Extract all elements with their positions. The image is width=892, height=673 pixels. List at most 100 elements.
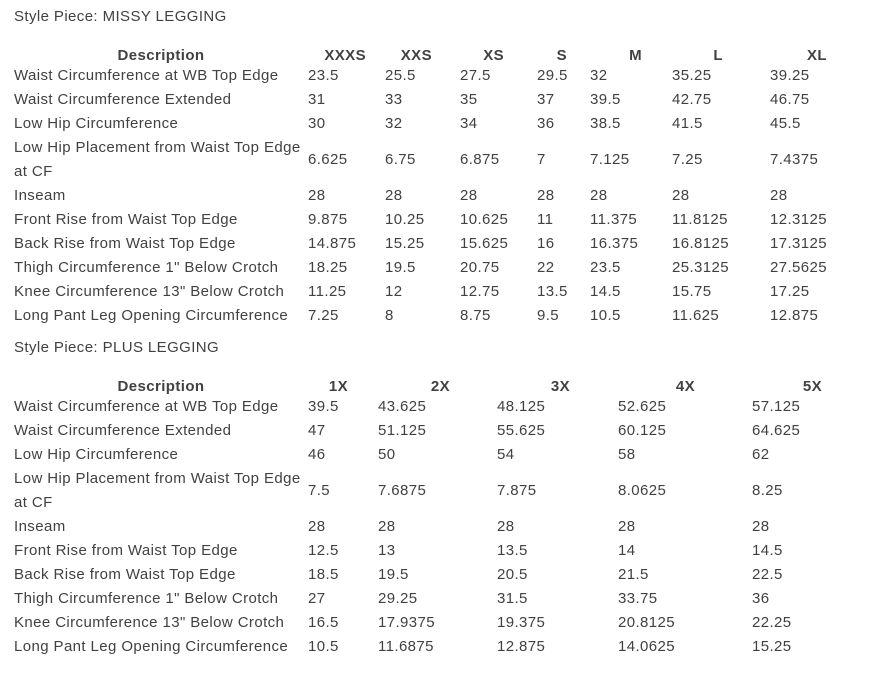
measurement-value: 7.25 [308,307,339,324]
measurement-value: 29.25 [378,590,418,607]
measurement-value: 23.5 [308,67,339,84]
measurement-value: 28 [385,187,403,204]
measurement-label: Low Hip Placement from Waist Top Edge at… [14,139,301,180]
measurement-row: Front Rise from Waist Top Edge 9.875 10.25… [14,208,878,232]
measurement-value: 35.25 [672,67,712,84]
size-column-header: 4X [675,378,695,395]
measurement-value: 17.3125 [770,235,828,252]
measurement-value: 7.875 [497,482,537,499]
measurement-value: 11.375 [590,211,638,228]
size-table: Description 1X 2X 3X 4X 5X Waist Circumferen… [14,371,878,659]
measurement-label: Waist Circumference at WB Top Edge [14,67,279,84]
size-table-head: Description 1X 2X 3X 4X 5X [14,371,878,395]
measurement-label: Back Rise from Waist Top Edge [14,566,236,583]
measurement-value: 11.8125 [672,211,728,228]
measurement-value: 28 [770,187,788,204]
measurement-value: 46.75 [770,91,810,108]
measurement-value: 14.5 [590,283,621,300]
measurement-value: 28 [590,187,608,204]
measurement-value: 57.125 [752,398,801,415]
measurement-label: Waist Circumference at WB Top Edge [14,398,279,415]
measurement-row: Thigh Circumference 1" Below Crotch 18.25… [14,256,878,280]
measurement-value: 55.625 [497,422,546,439]
measurement-label: Front Rise from Waist Top Edge [14,211,238,228]
measurement-value: 16.5 [308,614,339,631]
measurement-label: Waist Circumference Extended [14,91,232,108]
measurement-value: 12.75 [460,283,500,300]
measurement-row: Inseam 28 28 28 28 28 [14,515,878,539]
size-column-header: L [713,47,723,64]
measurement-value: 27.5 [460,67,491,84]
measurement-value: 22.5 [752,566,783,583]
measurement-value: 23.5 [590,259,621,276]
style-piece-title: Style Piece: MISSY LEGGING [14,8,227,25]
measurement-row: Back Rise from Waist Top Edge 14.875 15.25… [14,232,878,256]
size-column-header: XS [483,47,504,64]
measurement-value: 22 [537,259,555,276]
measurement-value: 30 [308,115,326,132]
measurement-value: 21.5 [618,566,649,583]
size-column-header: XL [807,47,827,64]
measurement-value: 25.3125 [672,259,730,276]
measurement-value: 10.5 [590,307,621,324]
measurement-value: 7.125 [590,151,630,168]
measurement-value: 15.25 [752,638,792,655]
size-chart-page: Style Piece: MISSY LEGGING Description X… [14,7,878,659]
measurement-value: 58 [618,446,636,463]
description-column-header: Description [117,47,205,64]
measurement-value: 45.5 [770,115,801,132]
measurement-row: Low Hip Circumference 46 50 54 58 62 [14,443,878,467]
measurement-value: 64.625 [752,422,801,439]
measurement-value: 29.5 [537,67,568,84]
measurement-value: 12.3125 [770,211,828,228]
measurement-value: 33.75 [618,590,658,607]
measurement-value: 11.625 [672,307,720,324]
measurement-value: 6.625 [308,151,348,168]
measurement-value: 6.875 [460,151,500,168]
measurement-value: 17.25 [770,283,810,300]
measurement-row: Knee Circumference 13" Below Crotch 11.25… [14,280,878,304]
measurement-value: 18.25 [308,259,348,276]
measurement-value: 19.375 [497,614,546,631]
measurement-value: 32 [590,67,608,84]
measurement-value: 10.5 [308,638,339,655]
measurement-value: 9.5 [537,307,560,324]
measurement-value: 34 [460,115,478,132]
measurement-value: 27 [308,590,326,607]
measurement-label: Back Rise from Waist Top Edge [14,235,236,252]
measurement-value: 28 [497,518,515,535]
measurement-value: 36 [537,115,555,132]
measurement-label: Long Pant Leg Opening Circumference [14,307,289,324]
measurement-label: Front Rise from Waist Top Edge [14,542,238,559]
measurement-value: 28 [537,187,555,204]
measurement-value: 28 [308,518,326,535]
size-column-header: 5X [802,378,822,395]
size-column-header: XXS [400,47,432,64]
size-table: Description XXXS XXS XS S M L XL Waist Circumf… [14,40,878,328]
measurement-value: 20.75 [460,259,500,276]
measurement-row: Front Rise from Waist Top Edge 12.5 13 13.5… [14,539,878,563]
measurement-row: Long Pant Leg Opening Circumference 7.25 8… [14,304,878,328]
measurement-value: 6.75 [385,151,416,168]
measurement-row: Low Hip Placement from Waist Top Edge at… [14,467,878,515]
measurement-value: 28 [618,518,636,535]
size-table-head: Description XXXS XXS XS S M L XL [14,40,878,64]
measurement-value: 28 [752,518,770,535]
size-column-header: 3X [550,378,570,395]
measurement-value: 7 [537,151,546,168]
measurement-value: 39.5 [308,398,339,415]
measurement-value: 12.875 [770,307,819,324]
measurement-label: Inseam [14,187,66,204]
measurement-value: 11.25 [308,283,347,300]
measurement-value: 13.5 [497,542,528,559]
measurement-value: 27.5625 [770,259,828,276]
header-row: Description XXXS XXS XS S M L XL [14,40,878,64]
measurement-value: 28 [308,187,326,204]
measurement-value: 19.5 [378,566,409,583]
measurement-value: 39.25 [770,67,810,84]
measurement-value: 46 [308,446,326,463]
measurement-value: 10.25 [385,211,425,228]
measurement-row: Inseam 28 28 28 28 28 28 28 [14,184,878,208]
header-row: Description 1X 2X 3X 4X 5X [14,371,878,395]
measurement-value: 52.625 [618,398,667,415]
